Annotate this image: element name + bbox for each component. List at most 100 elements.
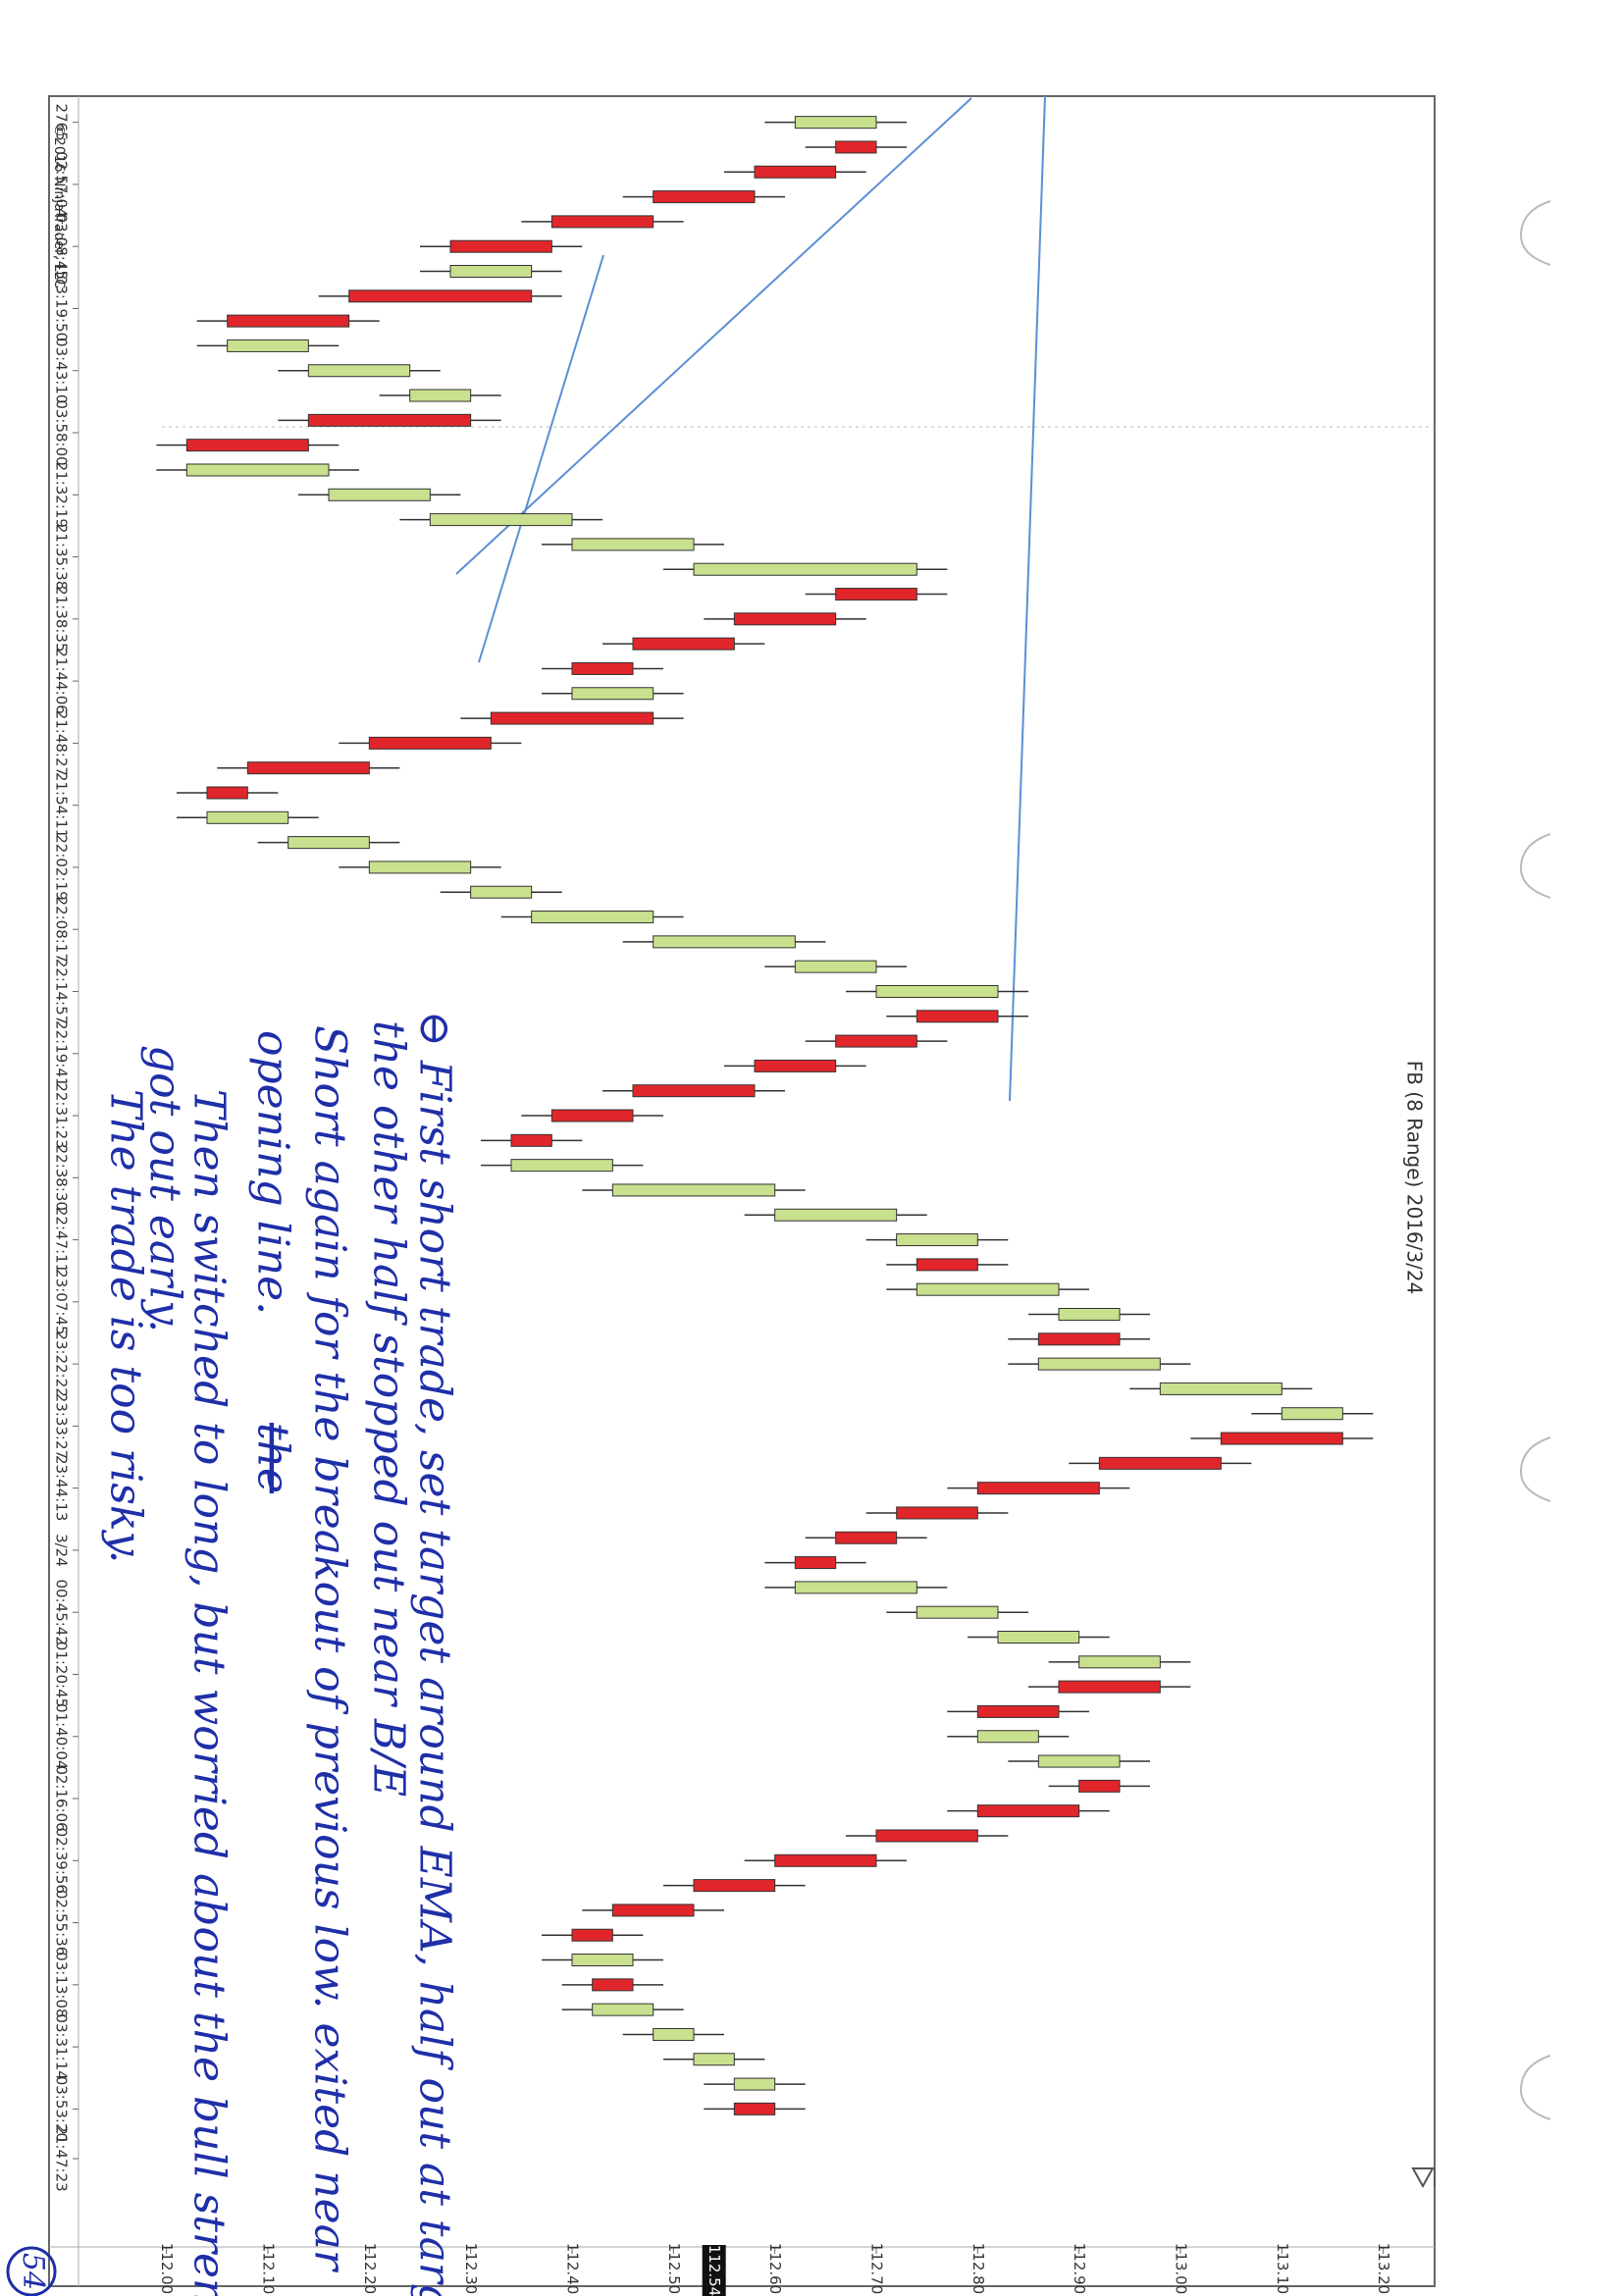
last-price-label: 112.54 [706,2245,723,2296]
candle-body [288,836,370,850]
candlestick-chart: 112.00 112.10 112.20 112.30 112.40 112.50 112.… [52,104,1392,2296]
candle-body [550,1109,634,1122]
time-tick-label: 03:19:50 [53,276,71,341]
candle-body [653,935,796,949]
price-tick-label: 112.80 [969,2243,987,2295]
trend-line [455,97,972,575]
candle-body [835,1034,917,1048]
candle-body [693,562,917,576]
time-tick-label: 01:40:04 [53,1703,71,1769]
candle-body [571,687,654,701]
candle-body [429,513,573,527]
candle-body [794,116,877,130]
candle-body [510,1133,552,1147]
candle-body [976,1704,1060,1718]
note-line: ⊖ First short trade, set target around E… [410,1011,460,2296]
candle-body [733,612,837,626]
candle-body [693,2053,735,2066]
time-tick-label: 22:47:11 [53,1207,71,1273]
candle-body [571,1928,613,1942]
time-tick-label: 22:19:41 [53,1020,71,1086]
time-tick-label: 21:47:23 [53,2125,71,2191]
binder-hole [1519,1436,1551,1502]
candle-body [368,861,472,874]
candle-body [227,339,309,352]
price-tick-label: 112.70 [868,2243,886,2295]
chart-frame [48,95,1436,2287]
time-tick-label: 02:16:06 [53,1765,71,1831]
candle-body [794,1556,837,1570]
candle-body [206,786,248,800]
note-line: Then switched to long, but worried about… [184,1089,235,2296]
candle-body [348,289,533,303]
candle-body [835,1531,898,1544]
candle-body [409,389,472,402]
candle-body [774,1853,877,1867]
trend-line [1009,95,1046,1102]
time-tick-label: 03:53:20 [53,2076,71,2142]
note-line: opening line. [248,1030,298,1315]
time-tick-label: 21:44:06 [53,648,71,713]
struck-word: the [248,1423,298,1493]
candle-body [835,140,877,154]
candle-body [754,165,837,179]
candle-body [632,1084,756,1098]
time-tick-label: 23:22:22 [53,1331,71,1396]
candle-body [1078,1655,1161,1669]
time-tick-label: 22:31:23 [53,1082,71,1148]
time-tick-label: 21:32:19 [53,462,71,528]
candle-body [693,1879,776,1893]
price-tick-label: 112.00 [158,2243,176,2295]
price-tick-label: 112.30 [462,2243,480,2295]
candle-body [1281,1407,1343,1421]
candle-body [1098,1456,1222,1470]
price-tick-label: 113.20 [1375,2243,1392,2295]
candle-body [550,215,654,229]
candle-body [449,239,552,253]
candle-body [1078,1779,1121,1793]
note-line: The trade is too risky. [101,1089,151,1563]
time-tick-label: 21:54:11 [53,772,71,838]
candle-body [571,661,634,675]
candle-body [754,1059,837,1072]
time-tick-label: 03:43:10 [53,338,71,403]
candle-body [976,1804,1080,1818]
candle-body [611,1183,776,1197]
time-tick-label: 03:31:14 [53,2013,71,2079]
time-tick-label: 21:35:38 [53,524,71,590]
candle-body [1037,1754,1121,1768]
candle-body [875,984,999,998]
candle-body [916,1010,999,1023]
time-tick-label: 01:20:45 [53,1642,71,1707]
time-tick-label: 02:55:36 [53,1890,71,1956]
chart-title: FB (8 Range) 2016/3/24 [1403,1061,1427,1295]
time-tick-label: 22:38:30 [53,1145,71,1211]
last-price-box [702,2245,726,2296]
note-line: got out early. [140,1045,190,1332]
candle-body [774,1208,898,1222]
candle-body [449,265,533,279]
candle-body [368,736,492,750]
time-tick-label: 3/24 [53,1534,71,1567]
candle-body [592,1978,634,1992]
time-tick-label: 03:58:00 [53,399,71,465]
note-line: Short again for the breakout of previous… [305,1025,355,2273]
page-number: 54 [16,2253,50,2290]
note-line: the other half stopped out near B/E [364,1020,414,1797]
candle-body [976,1482,1100,1495]
candle-body [976,1730,1039,1744]
price-tick-label: 113.00 [1173,2243,1190,2295]
candle-body [185,463,330,477]
price-tick-label: 112.40 [564,2243,582,2295]
time-tick-label: 00:45:42 [53,1580,71,1645]
price-tick-label: 112.90 [1071,2243,1088,2295]
price-tick-label: 112.20 [361,2243,379,2295]
candle-body [1058,1680,1161,1694]
candle-body [246,761,370,775]
price-tick-label: 112.60 [766,2243,784,2295]
candle-body [185,439,309,452]
copyright: ©2016 NinjaTrader, LLC [51,124,67,288]
candle-body [1037,1357,1161,1371]
